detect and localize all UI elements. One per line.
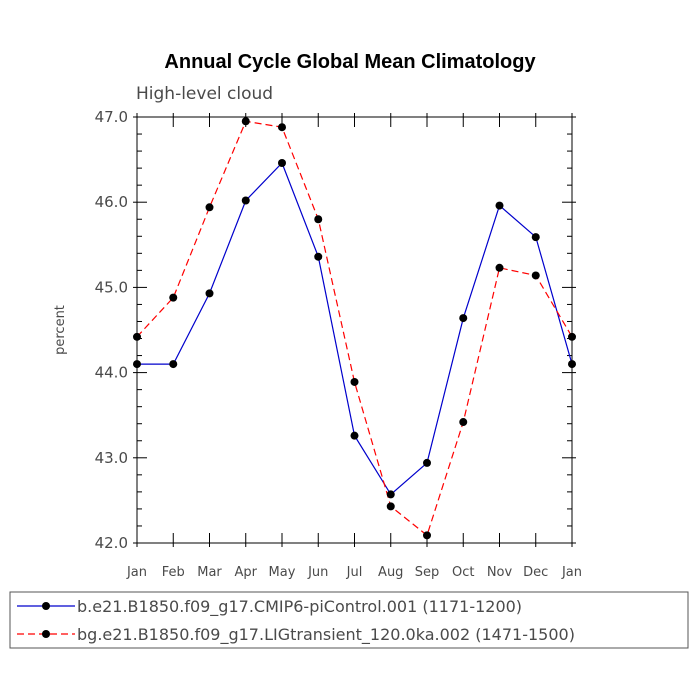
chart-subtitle: High-level cloud (136, 84, 273, 104)
x-tick-label: Dec (523, 565, 548, 580)
x-tick-labels: Jan Feb Mar Apr May Jun Jul Aug Sep Oct Nov Dec Jan (126, 565, 582, 580)
x-tick-label: Apr (235, 565, 258, 580)
series-2-point (386, 502, 395, 511)
x-tick-label: Jan (126, 565, 147, 580)
series-1-point (278, 159, 286, 168)
series-2-point (459, 418, 468, 427)
legend-entry-2: bg.e21.B1850.f09_g17.LIGtransient_120.0k… (17, 625, 575, 645)
series-layer (133, 117, 576, 540)
axis-ticks (133, 113, 576, 547)
series-1-point (350, 431, 359, 440)
x-tick-label: Sep (415, 565, 440, 580)
series-2-point (495, 263, 504, 272)
series-line-2 (136, 120, 573, 537)
series-1-point (423, 458, 431, 467)
series-2-point (350, 377, 359, 386)
series-1-point (459, 314, 468, 323)
x-tick-label: Jul (346, 565, 363, 580)
series-2-point (241, 117, 250, 126)
legend: b.e21.B1850.f09_g17.CMIP6-piControl.001 … (9, 591, 689, 649)
y-tick-label: 44.0 (95, 364, 128, 382)
chart-title: Annual Cycle Global Mean Climatology (164, 51, 536, 73)
x-tick-label: Mar (197, 565, 222, 580)
x-tick-label: May (269, 565, 296, 580)
series-1-point (531, 233, 540, 242)
series-1-point (314, 252, 323, 261)
series-2-point (205, 203, 214, 212)
plot-frame (136, 116, 573, 544)
series-2-point (169, 293, 178, 302)
series-line-1 (137, 161, 573, 496)
x-tick-label: Feb (162, 565, 185, 580)
x-tick-label: Nov (487, 565, 513, 580)
series-1-point (241, 196, 250, 205)
y-tick-label: 45.0 (95, 278, 128, 296)
series-1-point (169, 360, 178, 369)
series-2-point (314, 215, 323, 224)
series-2-point (278, 123, 286, 132)
y-tick-label: 46.0 (95, 193, 128, 211)
x-tick-label: Aug (378, 565, 403, 580)
x-tick-label: Jan (561, 565, 582, 580)
x-tick-label: Oct (452, 565, 474, 580)
legend-entry-1: b.e21.B1850.f09_g17.CMIP6-piControl.001 … (17, 597, 522, 617)
x-tick-label: Jun (307, 565, 328, 580)
series-1-point (495, 201, 504, 210)
y-tick-labels: 42.0 43.0 44.0 45.0 46.0 47.0 (95, 108, 128, 552)
y-tick-label: 47.0 (95, 108, 128, 126)
legend-marker-1 (42, 602, 50, 610)
legend-box (9, 591, 689, 649)
legend-label-2: bg.e21.B1850.f09_g17.LIGtransient_120.0k… (77, 625, 575, 645)
y-tick-label: 42.0 (95, 534, 128, 552)
series-1-point (386, 490, 395, 499)
legend-label-1: b.e21.B1850.f09_g17.CMIP6-piControl.001 … (77, 597, 522, 617)
series-2-point (531, 271, 540, 280)
y-tick-label: 43.0 (95, 449, 128, 467)
legend-marker-2 (42, 630, 50, 638)
series-2-point (423, 531, 431, 540)
y-axis-label: percent (53, 305, 68, 355)
series-1-point (205, 289, 214, 298)
